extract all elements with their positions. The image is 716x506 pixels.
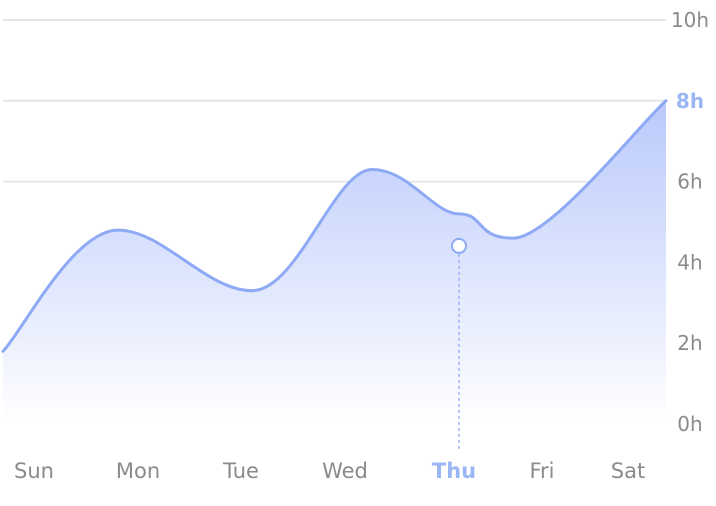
x-tick-label[interactable]: Thu xyxy=(432,459,476,483)
highlight-point[interactable] xyxy=(451,237,467,254)
y-tick-label: 0h xyxy=(677,412,702,436)
x-axis-ticks: Sun Mon Tue Wed Thu Fri Sat xyxy=(14,459,645,483)
series-line xyxy=(1,99,668,353)
y-tick-label: 8h xyxy=(676,89,704,113)
area-fill xyxy=(3,100,666,425)
y-axis-ticks: 0h 2h 4h 6h 8h 10h xyxy=(671,8,709,436)
x-tick-label[interactable]: Fri xyxy=(529,459,554,483)
x-tick-label[interactable]: Sun xyxy=(14,459,54,483)
x-tick-label[interactable]: Tue xyxy=(222,459,259,483)
y-tick-label: 2h xyxy=(677,331,702,355)
y-tick-label: 6h xyxy=(677,170,702,194)
x-tick-label[interactable]: Sat xyxy=(611,459,645,483)
x-tick-label[interactable]: Wed xyxy=(322,459,368,483)
y-tick-label: 4h xyxy=(677,250,702,274)
grid-lines xyxy=(3,19,666,183)
y-tick-label: 10h xyxy=(671,8,709,32)
x-tick-label[interactable]: Mon xyxy=(116,459,160,483)
